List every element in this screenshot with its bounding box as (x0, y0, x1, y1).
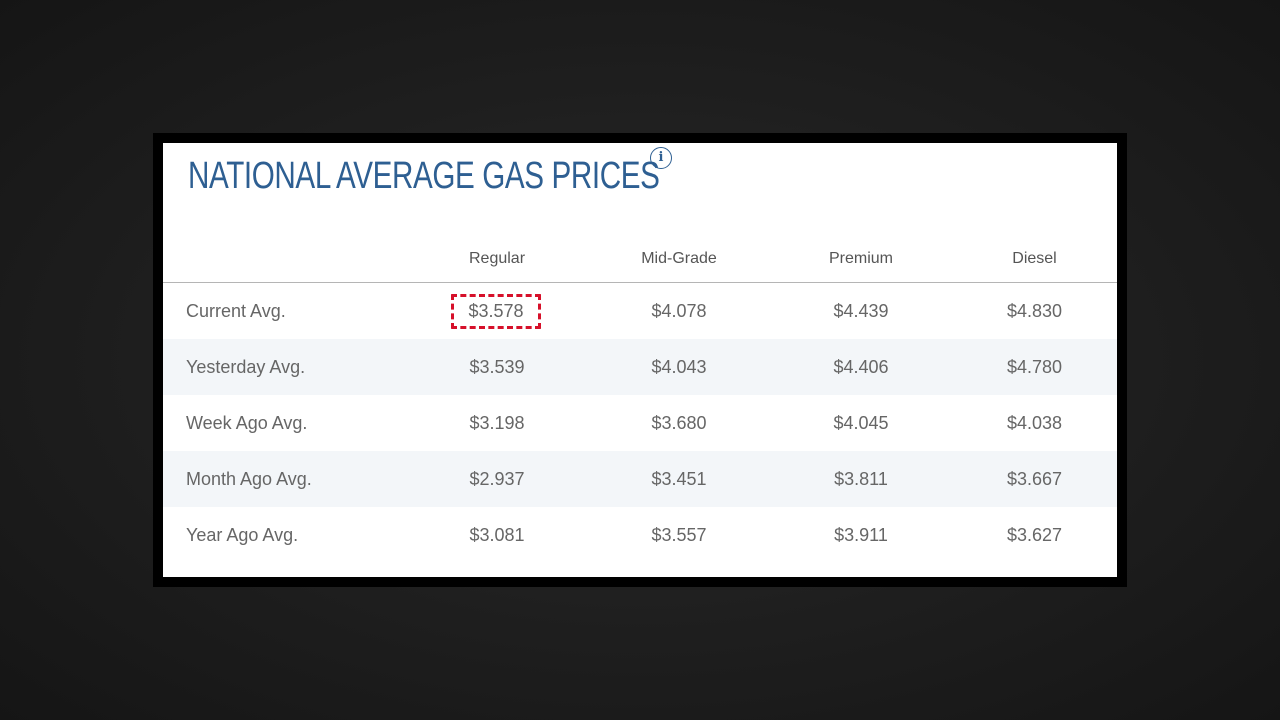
price-mid-grade: $3.557 (651, 524, 707, 545)
price-regular: $3.578 (406, 283, 588, 340)
price-diesel: $3.627 (1006, 524, 1063, 545)
table-row: Week Ago Avg. $3.198 $3.680 $4.045 $4.03… (163, 395, 1117, 451)
page-title: NATIONAL AVERAGE GAS PRICES (188, 155, 660, 197)
price-regular: $2.937 (406, 451, 588, 507)
column-header-diesel: Diesel (952, 235, 1117, 283)
row-label: Month Ago Avg. (163, 451, 406, 507)
column-header-regular: Regular (406, 235, 588, 283)
column-header-label (163, 235, 406, 283)
gas-prices-card: NATIONAL AVERAGE GAS PRICES i Regular Mi… (163, 143, 1117, 577)
table-row: Yesterday Avg. $3.539 $4.043 $4.406 $4.7… (163, 339, 1117, 395)
table-row: Year Ago Avg. $3.081 $3.557 $3.911 $3.62… (163, 507, 1117, 563)
row-label: Year Ago Avg. (186, 524, 299, 545)
price-mid-grade: $3.451 (588, 451, 770, 507)
price-mid-grade: $3.680 (651, 412, 707, 433)
price-regular: $3.198 (469, 412, 525, 433)
price-diesel: $4.830 (1006, 300, 1063, 321)
screenshot-frame: NATIONAL AVERAGE GAS PRICES i Regular Mi… (153, 133, 1127, 587)
price-premium: $4.045 (833, 412, 889, 433)
column-header-mid-grade: Mid-Grade (588, 235, 770, 283)
price-mid-grade: $4.078 (651, 300, 707, 321)
price-mid-grade: $4.043 (588, 339, 770, 395)
info-icon[interactable]: i (650, 147, 672, 169)
table-header-row: Regular Mid-Grade Premium Diesel (163, 235, 1117, 283)
table-row: Current Avg. $3.578 $4.078 $4.439 $4.830 (163, 283, 1117, 340)
table-row: Month Ago Avg. $2.937 $3.451 $3.811 $3.6… (163, 451, 1117, 507)
price-premium: $4.439 (833, 300, 889, 321)
price-premium: $3.911 (834, 524, 888, 545)
highlighted-price: $3.578 (451, 293, 541, 329)
price-diesel: $4.780 (952, 339, 1117, 395)
price-premium: $3.811 (770, 451, 952, 507)
row-label: Current Avg. (186, 300, 286, 321)
price-regular: $3.539 (406, 339, 588, 395)
price-premium: $4.406 (770, 339, 952, 395)
row-label: Yesterday Avg. (163, 339, 406, 395)
price-diesel: $4.038 (1006, 412, 1063, 433)
column-header-premium: Premium (770, 235, 952, 283)
row-label: Week Ago Avg. (186, 412, 308, 433)
gas-prices-table: Regular Mid-Grade Premium Diesel Current… (163, 235, 1117, 563)
title-row: NATIONAL AVERAGE GAS PRICES (188, 151, 793, 197)
price-diesel: $3.667 (952, 451, 1117, 507)
price-regular: $3.081 (469, 524, 525, 545)
